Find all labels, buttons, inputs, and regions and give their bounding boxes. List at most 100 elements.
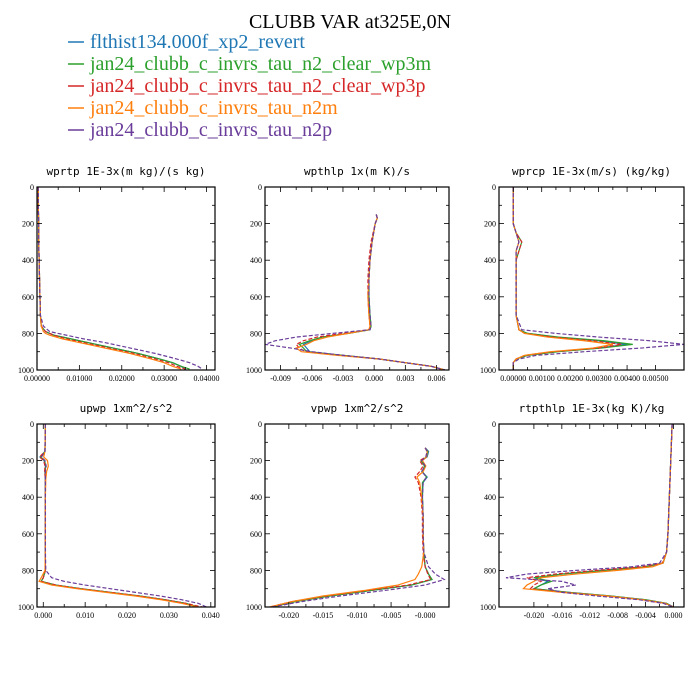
series-line xyxy=(37,187,186,370)
series-line xyxy=(37,187,182,370)
y-tick-label: 1000 xyxy=(18,603,34,612)
panel-title: wpthlp 1x(m K)/s xyxy=(304,165,410,178)
series-line xyxy=(269,447,432,607)
panel: wprtp 1E-3x(m kg)/(s kg) 0 200 400 600 800 100… xyxy=(18,165,220,383)
y-tick-label: 800 xyxy=(250,329,262,338)
series-line xyxy=(302,214,445,370)
legend-entry: jan24_clubb_c_invrs_tau_n2p xyxy=(89,119,332,141)
y-tick-label: 200 xyxy=(484,220,496,229)
panel: wpthlp 1x(m K)/s 0 200 400 600 800 1000 -0.009 -… xyxy=(246,165,450,383)
series-line xyxy=(522,424,674,607)
y-tick-label: 600 xyxy=(250,293,262,302)
y-tick-label: 1000 xyxy=(480,366,496,375)
x-tick-label: 0.00500 xyxy=(643,374,669,383)
panel: rtpthlp 1E-3x(kg K)/kg 0 200 400 600 800 1000 -… xyxy=(480,402,685,620)
x-tick-label: 0.00100 xyxy=(529,374,555,383)
series-line xyxy=(269,447,428,607)
x-tick-label: -0.012 xyxy=(579,611,600,620)
x-tick-label: -0.006 xyxy=(301,374,322,383)
series-line xyxy=(37,187,186,370)
series-line xyxy=(271,447,433,607)
x-tick-label: 0.003 xyxy=(396,374,414,383)
series-line xyxy=(271,447,446,607)
plot-frame xyxy=(498,423,685,608)
y-tick-label: 400 xyxy=(22,493,34,502)
x-tick-label: -0.000 xyxy=(415,611,436,620)
y-tick-label: 0 xyxy=(492,183,496,192)
x-tick-label: -0.016 xyxy=(551,611,572,620)
x-tick-label: 0.006 xyxy=(428,374,446,383)
x-tick-label: 0.00000 xyxy=(24,374,50,383)
panel: wprcp 1E-3x(m/s) (kg/kg) 0 200 400 600 800 100… xyxy=(480,165,685,383)
y-tick-label: 800 xyxy=(22,329,34,338)
y-tick-label: 0 xyxy=(258,183,262,192)
x-tick-label: -0.003 xyxy=(333,374,354,383)
plot-frame xyxy=(264,423,450,608)
figure-title: CLUBB VAR at325E,0N xyxy=(249,11,451,33)
legend-entry: jan24_clubb_c_invrs_tau_n2m xyxy=(89,97,338,119)
series-line xyxy=(526,424,674,607)
panels: wprtp 1E-3x(m kg)/(s kg) 0 200 400 600 800 100… xyxy=(18,165,685,620)
series-line xyxy=(271,447,433,607)
series-line xyxy=(38,424,199,607)
series-line xyxy=(37,187,203,370)
x-tick-label: -0.020 xyxy=(279,611,300,620)
x-tick-label: 0.030 xyxy=(160,611,178,620)
legend: flthist134.000f_xp2_revertjan24_clubb_c_… xyxy=(68,31,431,141)
y-tick-label: 600 xyxy=(484,530,496,539)
panel-title: upwp 1xm^2/s^2 xyxy=(80,402,173,415)
x-tick-label: -0.005 xyxy=(381,611,402,620)
plot-frame xyxy=(36,186,216,371)
plot-frame xyxy=(498,186,685,371)
x-tick-label: 0.000 xyxy=(365,374,383,383)
x-tick-label: -0.010 xyxy=(347,611,368,620)
y-tick-label: 600 xyxy=(22,293,34,302)
y-tick-label: 600 xyxy=(22,530,34,539)
x-tick-label: -0.020 xyxy=(524,611,545,620)
legend-entry: flthist134.000f_xp2_revert xyxy=(90,31,305,53)
y-tick-label: 1000 xyxy=(246,366,262,375)
y-tick-label: 800 xyxy=(22,566,34,575)
y-tick-label: 800 xyxy=(250,566,262,575)
y-tick-label: 400 xyxy=(484,256,496,265)
panel: vpwp 1xm^2/s^2 0 200 400 600 800 1000 -0.020 -0.… xyxy=(246,402,450,620)
y-tick-label: 600 xyxy=(484,293,496,302)
y-tick-label: 0 xyxy=(258,420,262,429)
y-tick-label: 0 xyxy=(30,183,34,192)
y-tick-label: 800 xyxy=(484,566,496,575)
panel-title: wprtp 1E-3x(m kg)/(s kg) xyxy=(47,165,206,178)
x-tick-label: 0.000 xyxy=(665,611,683,620)
y-tick-label: 0 xyxy=(30,420,34,429)
x-tick-label: 0.02000 xyxy=(109,374,135,383)
series-line xyxy=(505,424,674,607)
x-tick-label: 0.03000 xyxy=(151,374,177,383)
y-tick-label: 0 xyxy=(492,420,496,429)
x-tick-label: 0.00000 xyxy=(500,374,526,383)
x-tick-label: -0.008 xyxy=(607,611,628,620)
series-line xyxy=(39,424,199,607)
series-line xyxy=(40,424,207,607)
x-tick-label: 0.000 xyxy=(34,611,52,620)
legend-entry: jan24_clubb_c_invrs_tau_n2_clear_wp3p xyxy=(89,75,425,97)
x-tick-label: 0.00400 xyxy=(614,374,640,383)
x-tick-label: -0.004 xyxy=(635,611,656,620)
series-line xyxy=(39,424,199,607)
series-line xyxy=(531,424,674,607)
legend-entry: jan24_clubb_c_invrs_tau_n2_clear_wp3m xyxy=(89,53,431,75)
x-tick-label: 0.00300 xyxy=(586,374,612,383)
series-line xyxy=(531,424,674,607)
x-tick-label: -0.009 xyxy=(270,374,291,383)
series-line xyxy=(512,187,628,370)
y-tick-label: 600 xyxy=(250,530,262,539)
panel-title: vpwp 1xm^2/s^2 xyxy=(311,402,404,415)
y-tick-label: 400 xyxy=(22,256,34,265)
panel-title: rtpthlp 1E-3x(kg K)/kg xyxy=(519,402,665,415)
series-line xyxy=(512,187,613,370)
plot-frame xyxy=(36,423,216,608)
panel-title: wprcp 1E-3x(m/s) (kg/kg) xyxy=(512,165,671,178)
y-tick-label: 800 xyxy=(484,329,496,338)
plot-frame xyxy=(264,186,450,371)
y-tick-label: 200 xyxy=(250,220,262,229)
series-line xyxy=(295,214,445,370)
